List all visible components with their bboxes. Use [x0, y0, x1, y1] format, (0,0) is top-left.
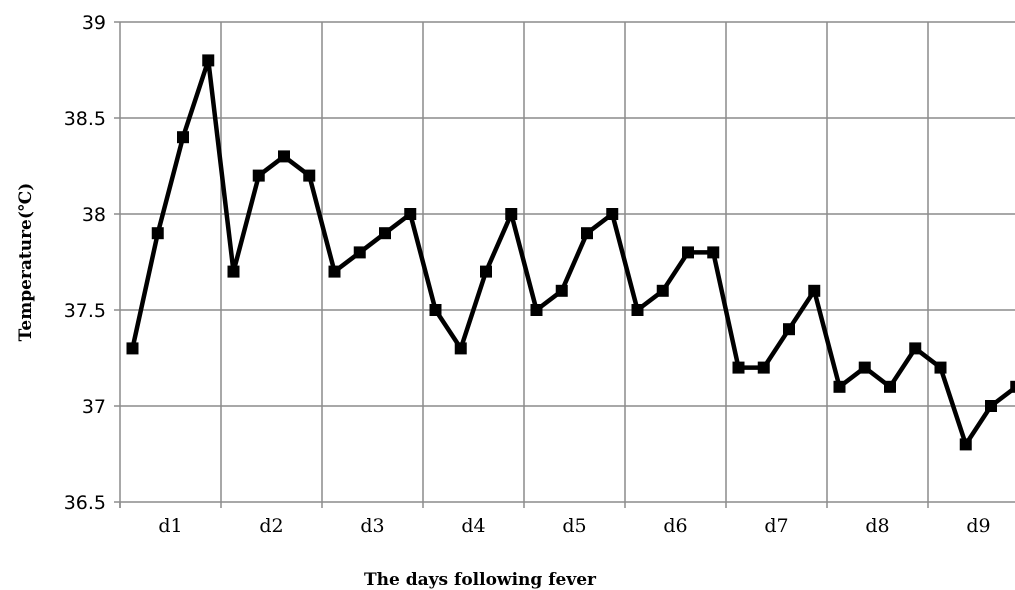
x-category-label: d3 [360, 515, 384, 537]
data-point-marker [278, 150, 290, 163]
x-category-label: d1 [158, 515, 182, 537]
data-point-marker [202, 54, 215, 67]
data-point-marker [151, 227, 164, 240]
data-point-marker [783, 323, 795, 336]
data-point-marker [328, 265, 341, 278]
data-point-marker [985, 400, 997, 412]
x-category-label: d5 [562, 515, 586, 537]
x-axis-title: The days following fever [364, 570, 597, 590]
y-tick-label: 37.5 [64, 300, 106, 322]
data-point-marker [126, 342, 139, 355]
axes [114, 21, 1015, 508]
data-point-marker [858, 361, 871, 374]
data-point-marker [606, 208, 619, 220]
data-point-marker [555, 284, 568, 297]
data-point-marker [833, 380, 846, 393]
data-point-marker [429, 304, 442, 316]
data-point-marker [404, 208, 417, 220]
data-point-marker [934, 361, 947, 374]
data-point-marker [707, 246, 720, 259]
x-category-label: d9 [966, 515, 990, 537]
y-axis-tick-labels: 36.5 37 37.5 38 38.5 39 [64, 12, 106, 514]
data-point-marker [252, 169, 265, 182]
x-category-label: d2 [259, 515, 283, 537]
y-tick-label: 36.5 [64, 492, 106, 514]
data-point-marker [353, 246, 366, 259]
x-axis-category-labels: d1 d2 d3 d4 d5 d6 d7 d8 d9 [158, 515, 990, 537]
data-point-marker [682, 246, 694, 259]
data-point-marker [303, 169, 316, 182]
x-category-label: d8 [865, 515, 889, 537]
data-point-marker [505, 208, 518, 220]
data-point-marker [227, 265, 240, 278]
x-category-label: d6 [663, 515, 687, 537]
data-point-marker [631, 304, 644, 316]
data-point-marker [757, 361, 770, 374]
series-layer [126, 54, 1015, 451]
data-point-marker [177, 131, 189, 144]
data-point-marker [884, 380, 896, 393]
data-point-marker [480, 265, 492, 278]
grid-lines [120, 21, 1015, 502]
data-point-marker [379, 227, 391, 240]
data-point-marker [581, 227, 593, 240]
y-tick-label: 37 [82, 396, 106, 418]
data-point-marker [732, 361, 745, 374]
y-tick-label: 38 [82, 204, 106, 226]
data-point-marker [959, 438, 972, 451]
y-axis-title: Temperature(℃) [16, 183, 36, 342]
y-tick-label: 38.5 [64, 108, 106, 130]
data-point-marker [530, 304, 543, 316]
data-point-marker [656, 284, 669, 297]
data-point-marker [808, 284, 821, 297]
data-point-marker [454, 342, 467, 355]
x-category-label: d4 [461, 515, 485, 537]
y-tick-label: 39 [82, 12, 106, 34]
x-category-label: d7 [764, 515, 788, 537]
data-point-marker [909, 342, 922, 355]
data-point-marker [1010, 380, 1015, 393]
